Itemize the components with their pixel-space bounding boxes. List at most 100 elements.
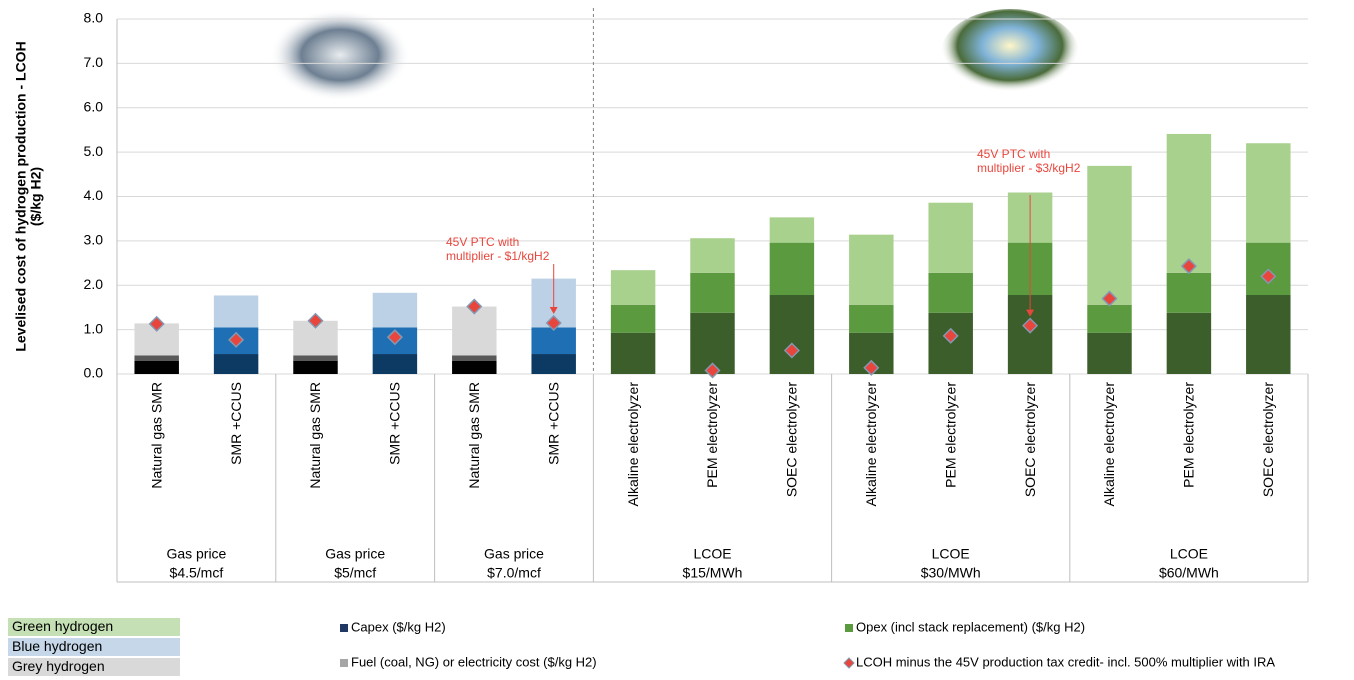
group-label: $4.5/mcf — [170, 565, 224, 581]
bar-segment — [1246, 295, 1291, 374]
y-tick-label: 3.0 — [84, 232, 104, 248]
bar-segment — [1166, 133, 1212, 273]
group-label: $30/MWh — [921, 565, 981, 581]
y-tick-label: 7.0 — [84, 54, 104, 70]
y-tick-label: 8.0 — [84, 10, 104, 26]
annotation: 45V PTC with — [446, 235, 519, 249]
bar-segment — [928, 202, 973, 273]
diamond-marker — [148, 315, 165, 332]
x-tick-label: PEM electrolyzer — [942, 382, 958, 488]
y-tick-label: 5.0 — [84, 143, 104, 159]
x-tick-label: Natural gas SMR — [148, 382, 164, 489]
bar-segment — [1087, 165, 1132, 305]
bar-segment — [610, 332, 656, 374]
y-tick-label: 0.0 — [84, 365, 104, 381]
bar-segment — [849, 304, 894, 333]
x-tick-label: Alkaline electrolyzer — [1101, 382, 1117, 507]
x-tick-label: Natural gas SMR — [307, 382, 323, 489]
legend-label: Fuel (coal, NG) or electricity cost ($/k… — [351, 654, 597, 669]
key-swatch — [8, 638, 180, 656]
bar-segment — [372, 354, 418, 374]
legend-marker — [843, 657, 855, 669]
bar-segment — [769, 217, 815, 243]
x-tick-label: PEM electrolyzer — [1181, 382, 1197, 488]
solar-image — [940, 9, 1080, 101]
bar-segment — [372, 292, 418, 328]
group-label: LCOE — [693, 546, 731, 562]
bar-segment — [610, 270, 656, 305]
legend-label: Opex (incl stack replacement) ($/kg H2) — [856, 619, 1085, 634]
group-label: Gas price — [166, 546, 226, 562]
diamond-marker — [942, 327, 959, 344]
diamond-marker — [228, 331, 245, 348]
bar-segment — [531, 354, 576, 374]
y-axis-label: ($/kg H2) — [28, 167, 44, 226]
legend-label: Capex ($/kg H2) — [351, 619, 446, 634]
diamond-marker — [863, 359, 880, 376]
x-tick-label: SOEC electrolyzer — [784, 382, 800, 497]
diamond-marker — [1022, 317, 1039, 334]
bar-segment — [1166, 272, 1212, 313]
key-swatch — [8, 618, 180, 636]
annotation-arrowhead — [1026, 309, 1035, 317]
group-label: Gas price — [325, 546, 385, 562]
bar-segment — [769, 295, 815, 374]
group-label: $5/mcf — [334, 565, 376, 581]
diamond-marker — [783, 342, 800, 359]
diamond-marker — [386, 329, 403, 346]
x-tick-label: Natural gas SMR — [466, 382, 482, 489]
diamond-marker — [704, 362, 721, 379]
group-label: $15/MWh — [683, 565, 743, 581]
key-label: Grey hydrogen — [12, 658, 105, 674]
legend-swatch — [340, 624, 348, 632]
bar-segment — [928, 272, 973, 313]
bar-segment — [293, 355, 338, 361]
group-label: $60/MWh — [1159, 565, 1219, 581]
diamond-marker — [1260, 268, 1277, 285]
group-label: LCOE — [932, 546, 970, 562]
bar-segment — [452, 306, 497, 356]
annotation: multiplier - $1/kgH2 — [446, 249, 550, 263]
group-label: $7.0/mcf — [487, 565, 541, 581]
diamond-marker — [466, 298, 483, 315]
key-label: Blue hydrogen — [12, 638, 102, 654]
x-tick-label: Alkaline electrolyzer — [863, 382, 879, 507]
x-tick-label: SMR +CCUS — [545, 382, 561, 465]
x-tick-label: SOEC electrolyzer — [1260, 382, 1276, 497]
group-label: Gas price — [484, 546, 544, 562]
bar-segment — [610, 304, 656, 333]
diamond-marker — [545, 314, 562, 332]
annotation: multiplier - $3/kgH2 — [977, 161, 1081, 175]
bar-segment — [769, 242, 815, 296]
y-tick-label: 6.0 — [84, 98, 104, 114]
legend-label: LCOH minus the 45V production tax credit… — [856, 654, 1275, 669]
x-tick-label: Alkaline electrolyzer — [625, 382, 641, 507]
bar-segment — [213, 354, 259, 374]
legend-swatch — [845, 624, 853, 632]
y-axis-label: Levelised cost of hydrogen production - … — [13, 41, 29, 351]
diamond-marker — [1101, 290, 1118, 307]
x-tick-label: SMR +CCUS — [387, 382, 403, 465]
legend-swatch — [340, 659, 348, 667]
bar-segment — [452, 360, 497, 374]
x-tick-label: SMR +CCUS — [228, 382, 244, 465]
bar-segment — [531, 327, 576, 355]
bar-segment — [690, 272, 735, 313]
bar-segment — [690, 238, 735, 273]
diamond-marker — [307, 312, 324, 329]
y-tick-label: 4.0 — [84, 187, 104, 203]
annotation: 45V PTC with — [977, 147, 1050, 161]
y-tick-label: 2.0 — [84, 276, 104, 292]
x-tick-label: PEM electrolyzer — [704, 382, 720, 488]
group-label: LCOE — [1170, 546, 1208, 562]
key-swatch — [8, 658, 180, 676]
bar-segment — [849, 234, 894, 305]
bar-segment — [1087, 332, 1132, 374]
bar-segment — [213, 295, 259, 328]
bar-segment — [134, 360, 179, 374]
x-tick-label: SOEC electrolyzer — [1022, 382, 1038, 497]
diamond-marker — [1180, 258, 1197, 275]
bar-segment — [452, 355, 497, 361]
key-label: Green hydrogen — [12, 618, 113, 634]
